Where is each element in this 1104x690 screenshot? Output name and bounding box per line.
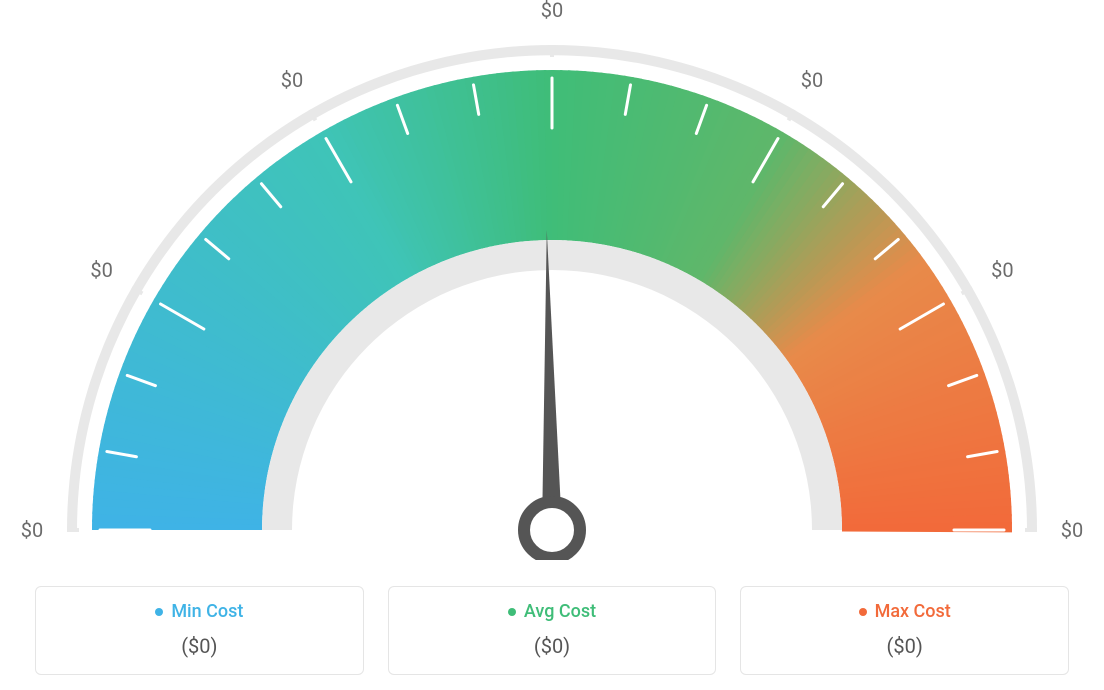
legend-value-max: ($0) [751, 634, 1058, 658]
gauge-tick-label: $0 [1061, 518, 1083, 542]
legend-card-min: Min Cost ($0) [35, 586, 364, 676]
legend-title-min: Min Cost [155, 601, 243, 622]
legend-dot-min [155, 608, 163, 616]
gauge-tick-label: $0 [21, 518, 43, 542]
gauge-tick-label: $0 [541, 0, 563, 22]
gauge-chart: $0 $0 $0 $0 $0 $0 $0 [0, 0, 1104, 560]
cost-gauge-infographic: $0 $0 $0 $0 $0 $0 $0 Min Cost ($0) Avg Cost ($… [0, 0, 1104, 690]
legend-value-min: ($0) [46, 634, 353, 658]
legend-card-max: Max Cost ($0) [740, 586, 1069, 676]
legend-label-min: Min Cost [171, 601, 243, 622]
legend-row: Min Cost ($0) Avg Cost ($0) Max Cost ($0… [35, 586, 1069, 676]
gauge-tick-label: $0 [991, 258, 1013, 282]
gauge-svg [0, 0, 1104, 560]
gauge-tick-label: $0 [281, 68, 303, 92]
legend-label-avg: Avg Cost [524, 601, 596, 622]
legend-value-avg: ($0) [399, 634, 706, 658]
legend-title-avg: Avg Cost [508, 601, 596, 622]
legend-title-max: Max Cost [859, 601, 951, 622]
legend-label-max: Max Cost [875, 601, 951, 622]
legend-dot-max [859, 608, 867, 616]
legend-dot-avg [508, 608, 516, 616]
legend-card-avg: Avg Cost ($0) [388, 586, 717, 676]
gauge-tick-label: $0 [90, 258, 112, 282]
gauge-tick-label: $0 [801, 68, 823, 92]
